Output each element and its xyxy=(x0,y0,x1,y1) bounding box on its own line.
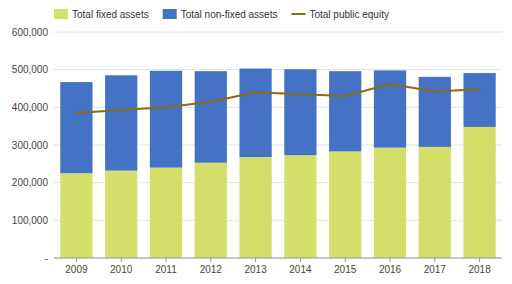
legend: Total fixed assets Total non-fixed assets… xyxy=(54,9,389,20)
plot-area xyxy=(60,69,495,258)
bar xyxy=(105,75,137,170)
bar xyxy=(60,82,92,173)
y-tick-label: 500,000 xyxy=(12,64,49,75)
x-tick-label: 2013 xyxy=(244,264,267,275)
legend-swatch xyxy=(54,9,68,19)
grid-line xyxy=(54,32,502,33)
chart: - 100,000 200,000 300,000 400,000 500,000 600,… xyxy=(0,0,512,284)
bar xyxy=(239,69,271,158)
legend-label: Total public equity xyxy=(309,9,389,20)
x-tick xyxy=(300,258,301,262)
bar xyxy=(463,73,495,127)
bar xyxy=(150,168,182,258)
x-tick-label: 2011 xyxy=(155,264,177,275)
legend-label: Total fixed assets xyxy=(72,9,149,20)
bar xyxy=(419,147,451,258)
bar xyxy=(284,69,316,155)
x-tick xyxy=(210,258,211,262)
x-tick-label: 2017 xyxy=(424,264,447,275)
bar xyxy=(284,155,316,258)
y-tick-label: 100,000 xyxy=(12,215,49,226)
x-tick-label: 2014 xyxy=(289,264,312,275)
bar xyxy=(105,171,137,258)
x-tick-label: 2016 xyxy=(379,264,402,275)
x-tick-label: 2010 xyxy=(110,264,133,275)
grid-line xyxy=(54,69,502,70)
legend-label: Total non-fixed assets xyxy=(181,9,278,20)
legend-swatch xyxy=(291,13,305,15)
x-tick xyxy=(345,258,346,262)
x-tick xyxy=(479,258,480,262)
y-tick-label: 400,000 xyxy=(12,102,49,113)
x-tick xyxy=(76,258,77,262)
y-tick-label: 300,000 xyxy=(12,140,49,151)
x-tick-label: 2012 xyxy=(200,264,223,275)
bar xyxy=(329,71,361,151)
bar xyxy=(329,151,361,258)
y-tick-label: 200,000 xyxy=(12,177,49,188)
x-tick-label: 2018 xyxy=(468,264,491,275)
bar xyxy=(150,71,182,168)
bar xyxy=(463,127,495,258)
bar xyxy=(195,163,227,258)
x-tick xyxy=(390,258,391,262)
y-tick-label: - xyxy=(45,253,48,264)
x-tick xyxy=(121,258,122,262)
x-tick xyxy=(434,258,435,262)
bar xyxy=(374,148,406,258)
x-tick-label: 2015 xyxy=(334,264,357,275)
bar xyxy=(419,77,451,147)
x-tick xyxy=(255,258,256,262)
line xyxy=(76,84,479,113)
grid xyxy=(54,32,502,258)
x-tick-label: 2009 xyxy=(65,264,88,275)
legend-swatch xyxy=(163,9,177,19)
bar xyxy=(239,157,271,258)
y-tick-label: 600,000 xyxy=(12,27,49,38)
bar xyxy=(374,70,406,147)
chart-container: - 100,000 200,000 300,000 400,000 500,000 600,… xyxy=(0,0,512,284)
bar xyxy=(195,71,227,163)
bar xyxy=(60,173,92,258)
x-tick xyxy=(166,258,167,262)
